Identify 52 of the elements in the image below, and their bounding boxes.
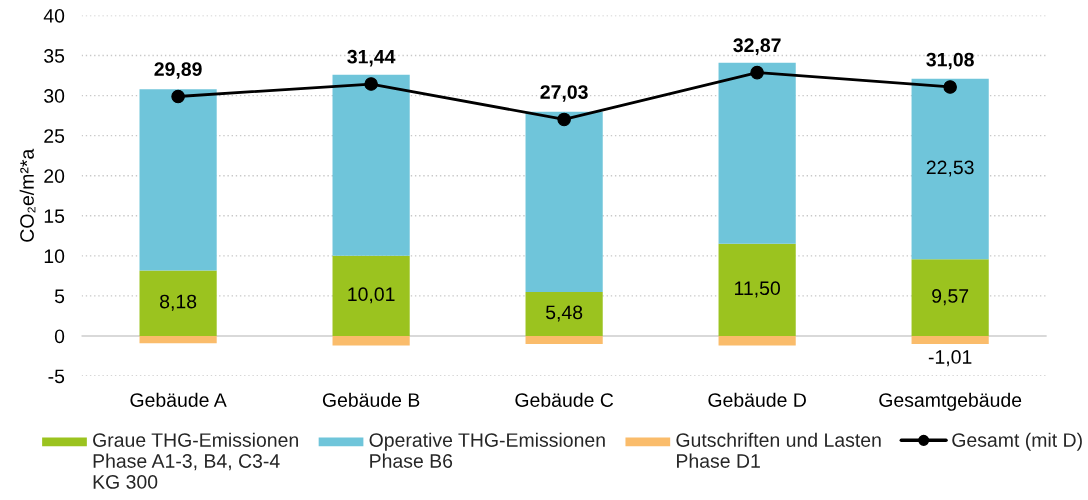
x-tick-label: Gebäude C xyxy=(515,392,614,407)
bar xyxy=(139,89,217,271)
y-tick-label: 30 xyxy=(44,89,65,103)
legend-label: Operative THG-Emissionen Phase B6 xyxy=(369,432,605,468)
data-label: 31,08 xyxy=(926,52,974,70)
bar xyxy=(718,335,796,346)
y-tick-label: 40 xyxy=(43,8,65,23)
bar xyxy=(718,243,796,336)
bar xyxy=(139,335,217,344)
bar xyxy=(525,292,603,336)
point xyxy=(171,89,185,104)
legend-label: Gesamt (mit D) xyxy=(952,432,1082,451)
data-label: 29,89 xyxy=(154,62,202,79)
y-tick-label: 5 xyxy=(54,289,65,304)
x-tick-label: Gesamtgebäude xyxy=(879,392,1022,411)
y-tick-label: -5 xyxy=(48,369,65,384)
y-tick-label: 0 xyxy=(54,329,65,344)
x-tick-label: Gebäude A xyxy=(130,392,227,407)
bar xyxy=(332,335,410,346)
bar xyxy=(911,259,989,336)
bar xyxy=(911,78,989,260)
data-label: 22,53 xyxy=(926,160,974,177)
bar xyxy=(525,335,603,344)
point xyxy=(557,112,571,127)
data-label: 27,03 xyxy=(540,85,588,102)
y-axis-title: CO₂e/m²*a xyxy=(19,148,36,242)
data-label: 10,01 xyxy=(348,287,395,304)
data-label: 32,87 xyxy=(733,38,781,55)
bar xyxy=(525,111,603,293)
point xyxy=(943,80,957,94)
point xyxy=(364,77,378,91)
bar xyxy=(139,270,217,336)
data-label: -1,01 xyxy=(928,350,972,367)
legend-label: Graue THG-Emissionen Phase A1-3, B4, C3-4 KG 300 xyxy=(93,432,298,489)
y-tick-label: 15 xyxy=(44,209,65,224)
legend-label: Gutschriften und Lasten Phase D1 xyxy=(676,432,881,468)
data-label: 5,48 xyxy=(545,305,583,322)
data-label: 8,18 xyxy=(160,294,197,311)
x-tick-label: Gebäude B xyxy=(322,392,420,407)
data-label: 9,57 xyxy=(932,289,969,306)
data-label: 31,44 xyxy=(347,49,396,67)
bar xyxy=(332,255,410,336)
bar xyxy=(718,62,796,244)
y-tick-label: 20 xyxy=(44,169,65,183)
data-label: 11,50 xyxy=(735,281,780,298)
bar xyxy=(911,335,989,345)
y-tick-label: 10 xyxy=(44,249,65,264)
bar xyxy=(332,74,410,256)
y-tick-label: 25 xyxy=(44,129,65,143)
point xyxy=(750,65,764,80)
y-tick-label: 35 xyxy=(44,49,65,63)
x-tick-label: Gebäude D xyxy=(708,392,806,407)
